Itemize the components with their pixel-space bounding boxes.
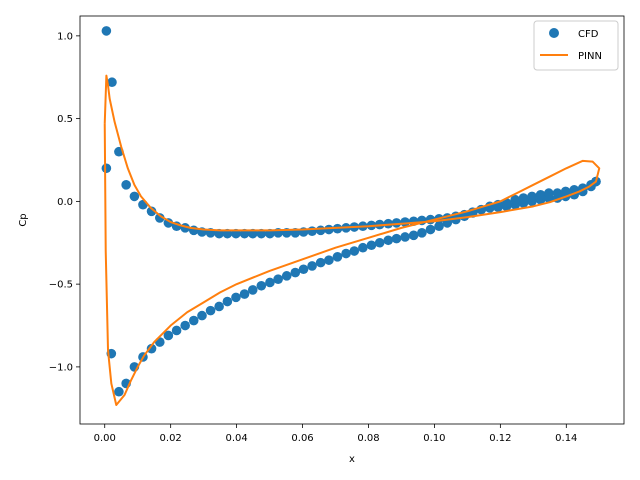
- cfd-point-lower-23: [290, 267, 301, 278]
- cfd-point-upper-0: [101, 26, 112, 36]
- x-tick-label-7: 0.14: [555, 433, 577, 444]
- cfd-point-lower-6: [146, 343, 157, 354]
- x-axis-ticks: 0.00 0.02 0.04 0.06 0.08 0.10 0.12 0.14: [94, 424, 577, 444]
- cfd-point-upper-26: [315, 225, 326, 236]
- cfd-point-upper-6: [146, 206, 157, 217]
- cfd-point-lower-52: [535, 189, 546, 200]
- cfd-point-lower-24: [298, 264, 309, 275]
- legend-cfd-marker: [549, 28, 559, 38]
- x-tick-label-4: 0.08: [357, 433, 379, 444]
- cfd-point-lower-29: [341, 248, 351, 259]
- y-tick-label-0: −1.0: [49, 362, 73, 373]
- legend-cfd-label: CFD: [578, 29, 599, 40]
- cfd-point-lower-36: [400, 232, 410, 242]
- cfd-point-lower-0: [101, 163, 112, 174]
- cfd-point-lower-51: [527, 191, 537, 202]
- cfd-point-upper-1: [107, 77, 117, 88]
- cfd-point-lower-28: [332, 252, 343, 262]
- cfd-point-lower-48: [501, 198, 512, 208]
- cfd-point-lower-18: [247, 285, 258, 295]
- cfd-point-lower-20: [265, 277, 275, 288]
- cfd-point-lower-11: [188, 315, 199, 326]
- cfd-point-lower-12: [197, 310, 207, 321]
- cfd-point-upper-7: [154, 213, 165, 223]
- cfd-point-lower-15: [222, 296, 233, 307]
- legend: CFD PINN: [533, 20, 619, 71]
- cfd-point-lower-31: [358, 242, 368, 253]
- cfd-point-lower-9: [171, 325, 182, 336]
- legend-box: [533, 20, 619, 71]
- y-tick-label-4: 1.0: [57, 31, 73, 42]
- x-tick-label-2: 0.04: [225, 433, 247, 444]
- x-tick-label-6: 0.12: [489, 433, 511, 444]
- cfd-point-lower-22: [281, 271, 292, 281]
- x-tick-label-1: 0.02: [160, 433, 182, 444]
- cfd-point-upper-27: [324, 224, 334, 235]
- cfd-point-lower-49: [510, 194, 520, 205]
- cfd-point-lower-38: [417, 228, 427, 238]
- cfd-point-lower-50: [518, 193, 529, 203]
- cfd-point-lower-55: [560, 186, 571, 197]
- y-tick-label-2: 0.0: [57, 197, 73, 208]
- cfd-point-upper-25: [307, 226, 317, 236]
- legend-pinn-label: PINN: [578, 51, 602, 62]
- cfd-point-lower-19: [256, 280, 267, 291]
- x-tick-label-3: 0.06: [291, 433, 313, 444]
- cfd-point-upper-8: [163, 218, 174, 228]
- x-tick-label-0: 0.00: [94, 433, 116, 444]
- cfd-point-lower-8: [163, 330, 174, 341]
- x-axis-label: x: [349, 454, 355, 465]
- cfd-point-upper-35: [391, 218, 402, 228]
- cfd-point-lower-17: [239, 289, 250, 299]
- cfd-point-lower-32: [366, 240, 377, 251]
- cfd-point-lower-42: [451, 214, 461, 225]
- plot-layer: [101, 26, 601, 406]
- cfd-point-lower-10: [180, 320, 190, 331]
- cfd-point-lower-54: [552, 188, 563, 198]
- cfd-point-lower-40: [434, 221, 444, 232]
- y-tick-label-1: −0.5: [49, 280, 73, 291]
- cfd-point-lower-33: [374, 237, 385, 248]
- cfd-point-lower-25: [307, 261, 317, 271]
- cfd-point-lower-27: [324, 255, 334, 265]
- y-axis-label: Cp: [18, 213, 29, 226]
- cfd-point-lower-21: [273, 274, 283, 284]
- cfd-point-lower-16: [231, 292, 241, 303]
- cfd-point-lower-13: [205, 305, 216, 316]
- cfd-point-lower-2: [114, 386, 124, 397]
- cfd-point-lower-53: [544, 188, 554, 198]
- cfd-point-upper-3: [121, 180, 131, 190]
- y-tick-label-3: 0.5: [57, 114, 73, 125]
- cfd-point-lower-14: [214, 301, 224, 312]
- cfd-point-lower-26: [315, 257, 326, 268]
- cfd-point-lower-37: [408, 230, 419, 241]
- x-tick-label-5: 0.10: [423, 433, 445, 444]
- pinn-line: [103, 74, 601, 406]
- cfd-point-lower-35: [391, 233, 402, 244]
- cfd-point-lower-30: [349, 246, 360, 256]
- y-axis-ticks: −1.0 −0.5 0.0 0.5 1.0: [49, 31, 80, 373]
- cfd-point-upper-4: [129, 191, 140, 202]
- axes-frame: [79, 15, 625, 425]
- cfd-point-lower-34: [383, 235, 394, 246]
- cfd-point-lower-39: [425, 224, 436, 235]
